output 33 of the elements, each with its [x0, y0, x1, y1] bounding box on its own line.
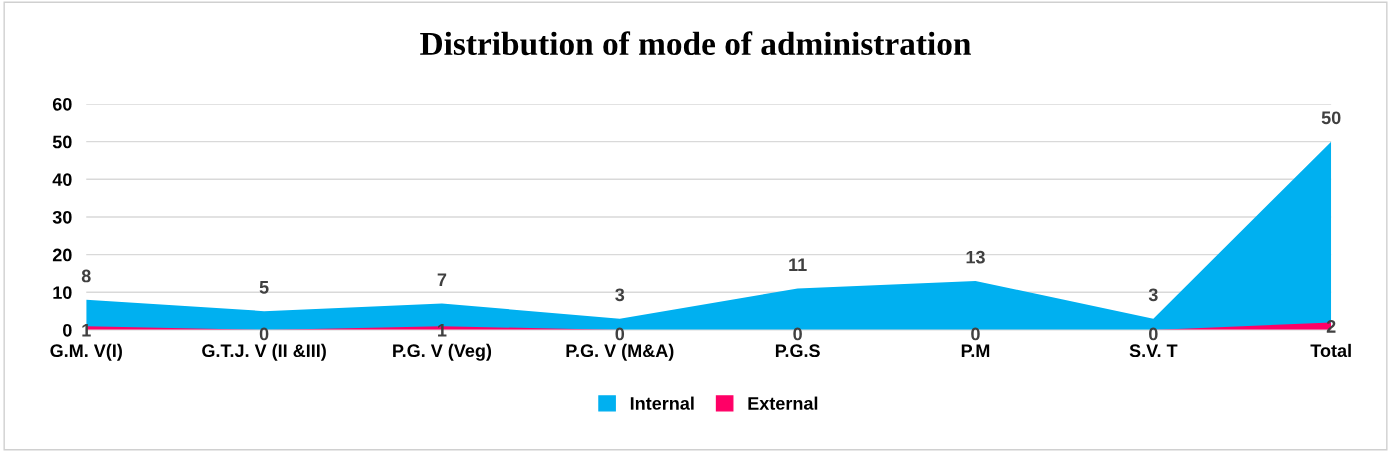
data-label: 0 — [259, 327, 269, 341]
y-tick-label: 60 — [52, 97, 72, 111]
data-label: 2 — [1326, 320, 1336, 333]
data-label: 0 — [1149, 327, 1158, 341]
x-tick-label: Total — [1310, 343, 1351, 358]
data-label: 11 — [789, 258, 807, 271]
y-tick-label: 40 — [52, 173, 72, 187]
data-label: 8 — [81, 269, 91, 283]
data-label: 5 — [259, 281, 269, 294]
data-label: 13 — [966, 250, 985, 264]
data-label: 3 — [1148, 288, 1158, 302]
x-tick-label: S.V. T — [1129, 344, 1178, 358]
legend-label: Internal — [630, 396, 694, 410]
data-label: 0 — [793, 327, 802, 341]
data-label: 0 — [971, 327, 980, 341]
data-label: 0 — [615, 327, 625, 341]
x-tick-label: P.G. V (M&A) — [566, 343, 674, 361]
data-label: 7 — [437, 273, 447, 286]
data-label: 1 — [82, 324, 91, 337]
y-tick-label: 30 — [52, 210, 72, 224]
chart-title: Distribution of mode of administration — [420, 31, 971, 56]
x-tick-label: P.M — [961, 344, 990, 357]
x-tick-label: P.G. V (Veg) — [393, 343, 492, 361]
data-label: 50 — [1321, 111, 1341, 125]
data-label: 3 — [615, 288, 625, 302]
legend-label: External — [748, 396, 818, 410]
x-tick-label: G.M. V(I) — [50, 343, 122, 361]
x-tick-label: P.G.S — [775, 344, 820, 358]
y-tick-label: 0 — [63, 323, 72, 337]
x-tick-label: G.T.J. V (II &III) — [202, 343, 326, 361]
y-tick-label: 20 — [52, 248, 72, 262]
y-tick-label: 50 — [52, 135, 72, 149]
y-tick-label: 10 — [53, 286, 72, 300]
